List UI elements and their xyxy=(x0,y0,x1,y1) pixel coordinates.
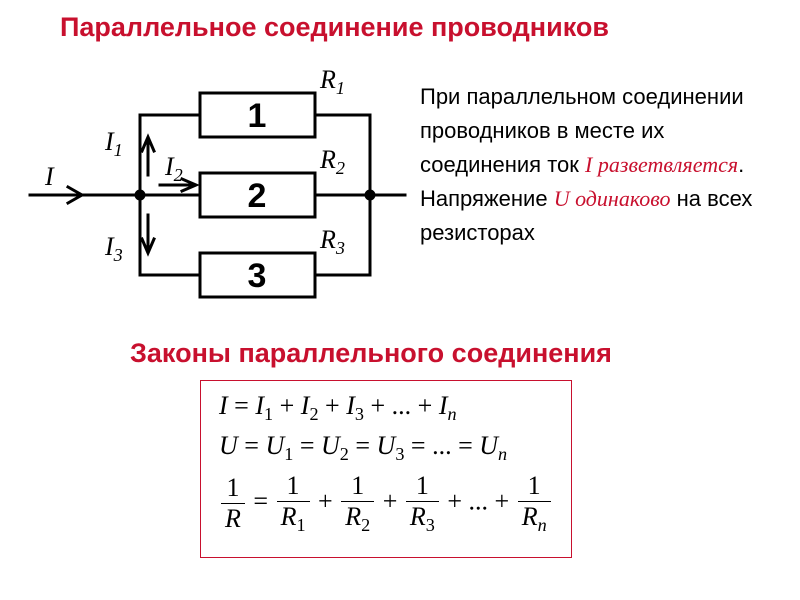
formulas-box: I = I1 + I2 + I3 + ... + In U = U1 = U2 … xyxy=(200,380,572,558)
formula-current: I = I1 + I2 + I3 + ... + In xyxy=(219,391,553,425)
desc-highlight1: I разветвляется xyxy=(585,152,738,177)
label-I3: I3 xyxy=(104,232,123,265)
label-R2: R2 xyxy=(319,145,345,178)
label-I1: I1 xyxy=(104,127,123,160)
formula-resistance: 1R = 1R1 + 1R2 + 1R3 + ... + 1Rn xyxy=(219,471,553,536)
label-box2: 2 xyxy=(248,177,267,215)
label-box1: 1 xyxy=(248,97,267,135)
formula-voltage: U = U1 = U2 = U3 = ... = Un xyxy=(219,431,553,465)
label-R1: R1 xyxy=(319,65,345,98)
label-R3: R3 xyxy=(319,225,345,258)
desc-highlight2: U одинаково xyxy=(554,186,671,211)
desc-part4: . xyxy=(738,152,744,177)
page-title: Параллельное соединение проводников xyxy=(60,12,609,43)
section-subtitle: Законы параллельного соединения xyxy=(130,338,612,369)
desc-part2: ток xyxy=(547,152,585,177)
label-I: I xyxy=(44,162,55,191)
description-text: При параллельном соединении проводников … xyxy=(420,80,780,250)
label-box3: 3 xyxy=(248,257,267,295)
circuit-diagram: I I1 I2 I3 R1 R2 R3 1 2 3 xyxy=(20,55,410,325)
label-I2: I2 xyxy=(164,152,183,185)
desc-part5: Напряжение xyxy=(420,186,554,211)
